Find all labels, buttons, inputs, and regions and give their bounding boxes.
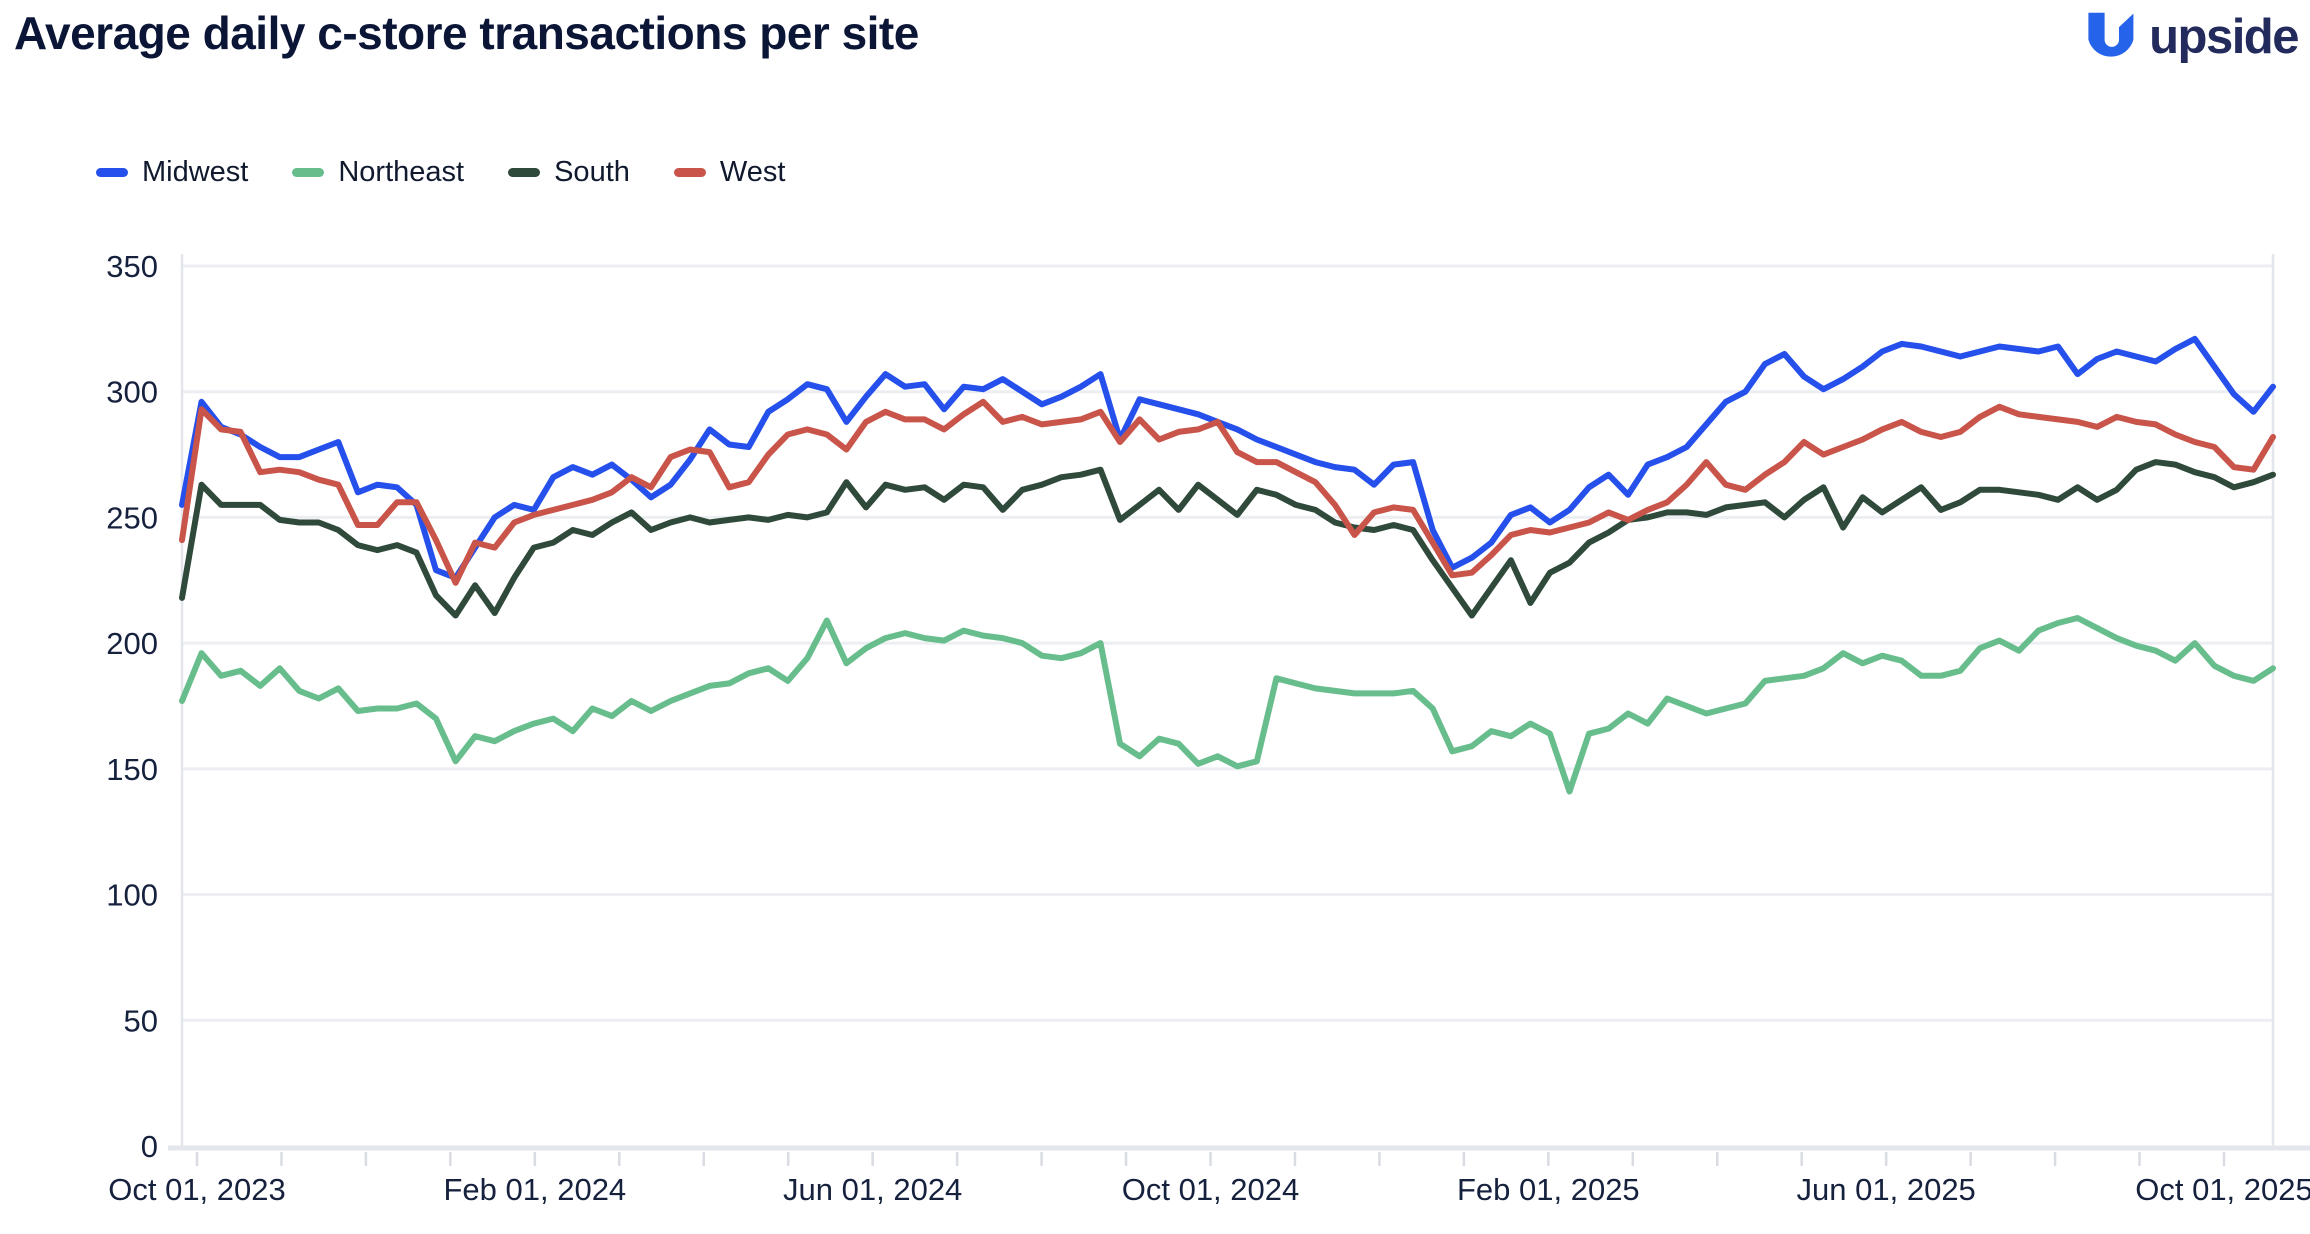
y-axis-tick-50: 50 <box>124 1003 158 1038</box>
x-axis-tick-label: Feb 01, 2025 <box>1457 1172 1640 1207</box>
legend-swatch-south <box>508 168 541 177</box>
legend-label: West <box>719 156 786 188</box>
upside-logo-text: upside <box>2149 9 2299 64</box>
y-axis-tick-150: 150 <box>106 752 158 787</box>
x-axis-tick-label: Jun 01, 2024 <box>783 1172 962 1207</box>
x-axis-tick-label: Oct 01, 2023 <box>108 1172 286 1207</box>
x-axis-tick-label: Jun 01, 2025 <box>1797 1172 1976 1207</box>
legend-item-northeast[interactable]: Northeast <box>292 156 464 189</box>
y-axis-tick-100: 100 <box>106 878 158 913</box>
legend-label: South <box>554 156 630 188</box>
y-axis-tick-0: 0 <box>141 1129 158 1164</box>
chart-legend: Midwest Northeast South West <box>96 156 785 189</box>
y-axis-tick-300: 300 <box>106 375 158 410</box>
x-axis-tick-label: Oct 01, 2025 <box>2135 1172 2310 1207</box>
page-title: Average daily c-store transactions per s… <box>14 7 919 59</box>
y-axis-tick-200: 200 <box>106 626 158 661</box>
series-line-midwest <box>179 335 2276 581</box>
series-line-west <box>179 398 2276 586</box>
series-line-northeast <box>179 615 2276 795</box>
x-axis-tick-label: Oct 01, 2024 <box>1122 1172 1300 1207</box>
upside-logo-icon <box>2088 12 2134 57</box>
y-axis-tick-250: 250 <box>106 500 158 535</box>
legend-label: Northeast <box>338 156 465 188</box>
legend-item-midwest[interactable]: Midwest <box>96 156 248 189</box>
legend-item-west[interactable]: West <box>673 156 786 189</box>
y-axis-tick-350: 350 <box>106 249 158 284</box>
legend-label: Midwest <box>142 156 249 188</box>
series-line-south <box>179 459 2276 619</box>
legend-swatch-northeast <box>292 168 325 177</box>
legend-swatch-midwest <box>96 168 128 177</box>
legend-item-south[interactable]: South <box>508 156 630 189</box>
legend-swatch-west <box>673 168 706 177</box>
upside-logo: upside <box>2083 9 2299 64</box>
x-axis-tick-label: Feb 01, 2024 <box>443 1172 626 1207</box>
